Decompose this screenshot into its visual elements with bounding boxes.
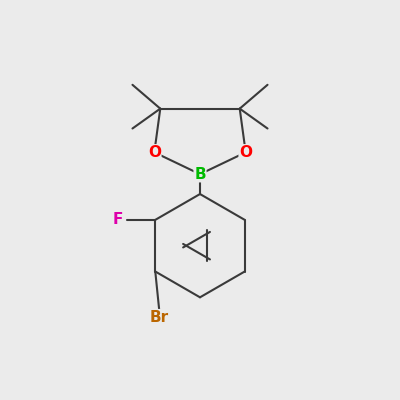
Text: B: B — [194, 167, 206, 182]
Text: O: O — [239, 145, 252, 160]
Text: O: O — [148, 145, 161, 160]
Text: Br: Br — [150, 310, 169, 325]
Text: F: F — [112, 212, 123, 227]
